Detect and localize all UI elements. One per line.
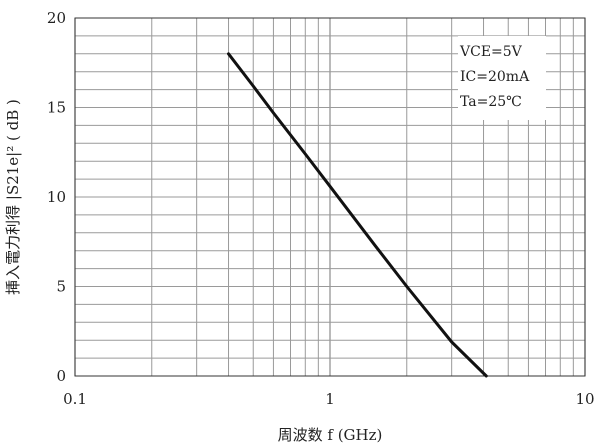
annotation-text: VCE=5V xyxy=(459,44,523,60)
annotation-text: IC=20mA xyxy=(460,69,530,85)
annotation-box xyxy=(458,36,546,120)
y-axis-title: 挿入電力利得 |S21e|² ( dB ) xyxy=(4,99,22,295)
y-tick-label: 10 xyxy=(47,188,66,206)
annotation-text: Ta=25℃ xyxy=(460,94,522,110)
annotations: VCE=5V IC=20mA Ta=25℃ xyxy=(459,44,530,110)
x-tick-labels: 0.1 1 10 xyxy=(63,390,594,408)
plot-frame xyxy=(74,17,586,377)
series-line xyxy=(227,52,488,378)
x-axis-title: 周波数 f (GHz) xyxy=(278,426,383,444)
x-tick-label: 10 xyxy=(575,390,594,408)
x-tick-label: 0.1 xyxy=(63,390,87,408)
y-tick-label: 0 xyxy=(56,367,66,385)
y-tick-label: 15 xyxy=(47,99,66,117)
y-tick-label: 5 xyxy=(56,278,66,296)
y-tick-labels: 0 5 10 15 20 xyxy=(47,9,66,385)
y-tick-label: 20 xyxy=(47,9,66,27)
x-tick-label: 1 xyxy=(325,390,335,408)
